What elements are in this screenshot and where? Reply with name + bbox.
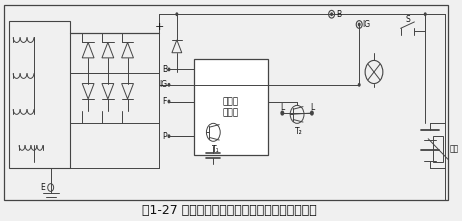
Circle shape xyxy=(424,12,427,16)
Circle shape xyxy=(310,110,314,116)
Text: T₁: T₁ xyxy=(212,145,219,154)
Text: IG: IG xyxy=(159,80,167,89)
Text: L: L xyxy=(280,103,285,112)
Circle shape xyxy=(330,12,333,16)
Text: S: S xyxy=(405,15,410,24)
Circle shape xyxy=(176,12,178,16)
Bar xyxy=(194,59,267,155)
Circle shape xyxy=(168,67,170,71)
Circle shape xyxy=(358,83,361,87)
Circle shape xyxy=(280,110,284,116)
Text: 单片集
成电路: 单片集 成电路 xyxy=(223,98,239,117)
Circle shape xyxy=(168,100,170,103)
Text: B: B xyxy=(336,10,341,19)
Text: 图1-27 夏利轿车用整体式交流发电机电路原理图: 图1-27 夏利轿车用整体式交流发电机电路原理图 xyxy=(142,204,316,217)
Bar xyxy=(4,5,448,200)
Bar xyxy=(9,21,70,168)
Text: +: + xyxy=(154,22,164,32)
Text: E: E xyxy=(40,183,45,192)
Text: 负载: 负载 xyxy=(450,145,459,154)
Text: B: B xyxy=(162,65,167,74)
Text: F: F xyxy=(163,97,167,106)
Circle shape xyxy=(358,23,361,27)
Bar xyxy=(433,136,443,162)
Circle shape xyxy=(168,134,170,138)
Circle shape xyxy=(168,83,170,87)
Text: T₂: T₂ xyxy=(295,127,303,135)
Text: L: L xyxy=(310,103,314,112)
Text: IG: IG xyxy=(362,20,370,29)
Text: P: P xyxy=(162,132,167,141)
